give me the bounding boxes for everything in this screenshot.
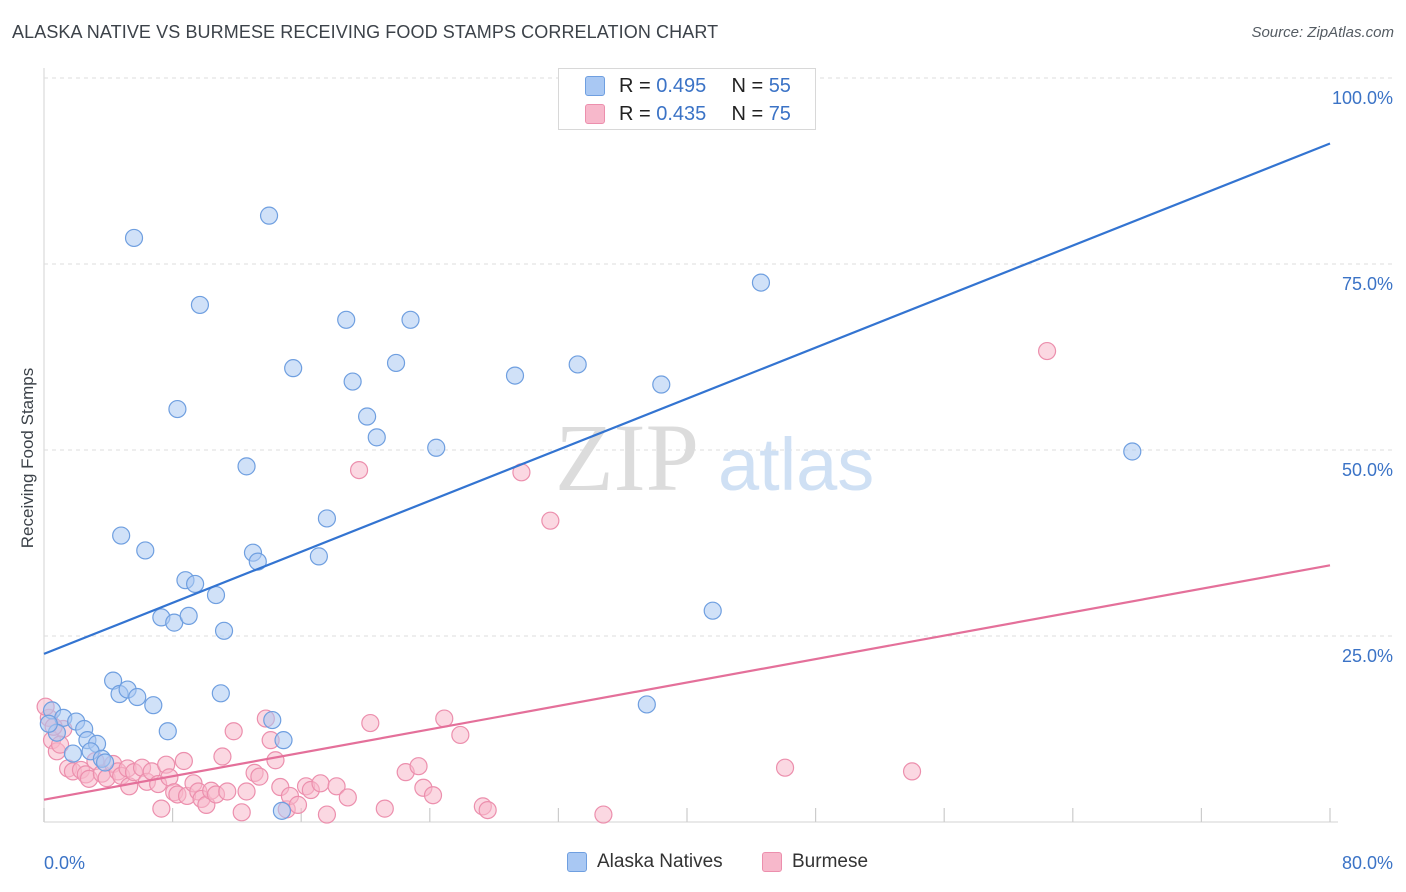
trend-lines <box>43 142 1331 801</box>
burmese-point <box>232 803 251 822</box>
legend-item-burmese[interactable]: Burmese <box>762 851 868 873</box>
alaska-point <box>401 310 420 329</box>
burmese-point <box>311 774 330 793</box>
watermark: ZIP atlas <box>555 404 874 511</box>
burmese-swatch <box>585 104 605 124</box>
alaska-r-label: R = <box>619 74 657 97</box>
alaska-point <box>358 407 377 426</box>
burmese-point <box>451 725 470 745</box>
y-tick-label: 100.0% <box>1332 88 1393 108</box>
burmese-point <box>266 751 285 770</box>
burmese-point <box>338 788 357 807</box>
burmese-r-value: 0.435 <box>656 102 707 125</box>
alaska-point <box>112 526 131 545</box>
alaska-point <box>237 457 256 476</box>
alaska-point <box>179 606 198 626</box>
burmese-n-label: N = <box>731 102 769 125</box>
y-tick-label: 50.0% <box>1342 460 1393 480</box>
alaska-point <box>337 310 356 329</box>
burmese-point <box>327 777 346 796</box>
burmese-point <box>152 799 171 818</box>
alaska-point <box>168 399 187 419</box>
x-tick-label-min: 0.0% <box>44 853 85 873</box>
alaska-point <box>259 206 279 225</box>
burmese-point <box>288 795 308 814</box>
alaska-point <box>1123 442 1142 461</box>
burmese-point <box>213 747 232 766</box>
x-tick-label-max: 80.0% <box>1342 853 1393 873</box>
legend-item-alaska[interactable]: Alaska Natives <box>567 851 723 873</box>
burmese-point <box>478 800 497 820</box>
alaska-point <box>128 687 147 707</box>
burmese-point <box>409 757 428 776</box>
legend-alaska-swatch <box>567 852 587 872</box>
alaska-point <box>63 744 83 763</box>
burmese-point <box>361 713 380 733</box>
alaska-point <box>124 228 144 248</box>
burmese-point <box>775 758 795 777</box>
alaska-n-label: N = <box>731 74 769 97</box>
alaska-point <box>95 753 115 772</box>
alaska-point <box>386 353 406 373</box>
alaska-point <box>186 574 205 594</box>
burmese-point <box>594 805 613 824</box>
stats-legend-box: R = 0.495 N = 55 R = 0.435 N = 75 <box>558 68 816 130</box>
y-axis-label: Receiving Food Stamps <box>18 367 37 549</box>
legend-burmese-label: Burmese <box>792 851 869 872</box>
alaska-point <box>263 710 282 730</box>
burmese-point <box>218 782 237 801</box>
chart-source: Source: ZipAtlas.com <box>1251 24 1394 41</box>
alaska-r-value: 0.495 <box>656 74 707 97</box>
alaska-point <box>427 438 446 457</box>
alaska-point <box>136 541 155 560</box>
burmese-point <box>349 460 369 480</box>
alaska-point <box>751 273 771 292</box>
alaska-trend-line <box>43 142 1331 655</box>
burmese-trend-line <box>43 564 1331 801</box>
burmese-point <box>375 799 394 818</box>
alaska-point <box>272 801 292 820</box>
legend-alaska-label: Alaska Natives <box>597 851 723 872</box>
burmese-point <box>174 751 193 771</box>
burmese-point <box>237 782 256 801</box>
alaska-point <box>317 509 337 528</box>
y-tick-label: 75.0% <box>1342 274 1393 294</box>
alaska-point <box>214 621 234 640</box>
burmese-r-label: R = <box>619 102 657 125</box>
watermark-atlas: atlas <box>718 423 874 506</box>
chart-title: ALASKA NATIVE VS BURMESE RECEIVING FOOD … <box>12 22 719 42</box>
alaska-point <box>505 366 525 385</box>
burmese-n-value: 75 <box>768 102 791 125</box>
alaska-point <box>637 695 656 714</box>
alaska-swatch <box>585 76 605 96</box>
alaska-points <box>39 206 1142 820</box>
burmese-point <box>541 511 560 530</box>
alaska-point <box>39 714 58 733</box>
burmese-point <box>423 786 443 805</box>
alaska-point <box>309 547 328 566</box>
alaska-point <box>703 601 722 620</box>
alaska-n-value: 55 <box>768 74 791 97</box>
y-tick-label: 25.0% <box>1342 646 1393 666</box>
burmese-point <box>224 722 243 741</box>
bottom-legend: Alaska Natives Burmese <box>0 851 1406 879</box>
alaska-point <box>190 295 210 315</box>
burmese-point <box>317 805 337 824</box>
alaska-point <box>568 355 587 374</box>
burmese-point <box>902 762 922 781</box>
burmese-point <box>250 767 269 786</box>
alaska-point <box>343 372 362 391</box>
alaska-point <box>652 375 671 394</box>
alaska-point <box>284 359 303 378</box>
alaska-point <box>211 684 230 703</box>
y-ticks: 100.0% 75.0% 50.0% 25.0% <box>1332 88 1393 666</box>
legend-burmese-swatch <box>762 852 782 872</box>
alaska-point <box>274 731 293 750</box>
alaska-point <box>144 696 163 715</box>
watermark-zip: ZIP <box>555 404 699 511</box>
alaska-point <box>158 722 177 741</box>
burmese-point <box>1037 341 1057 361</box>
alaska-point <box>367 428 386 447</box>
